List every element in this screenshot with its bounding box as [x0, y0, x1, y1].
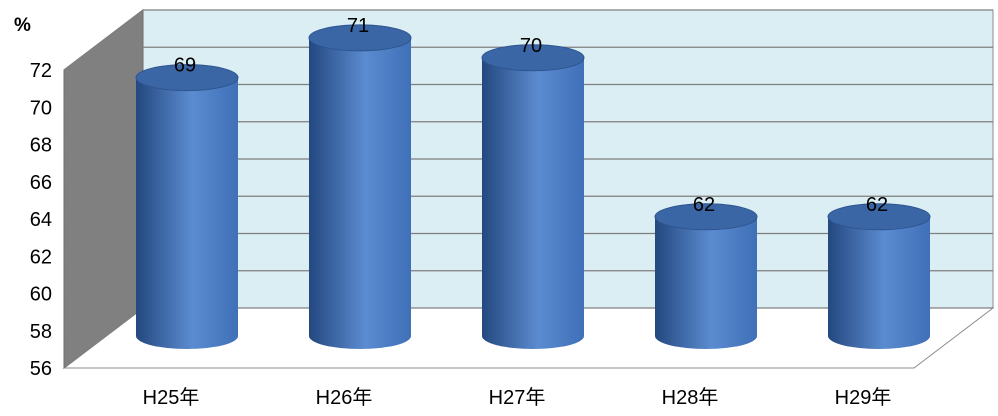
bar-top [654, 203, 758, 231]
bar [827, 203, 931, 349]
y-tick-label: 68 [30, 135, 52, 157]
gridline [63, 9, 993, 71]
bar-top [308, 24, 412, 52]
y-tick-label: 60 [30, 284, 52, 306]
data-label: 62 [693, 194, 715, 216]
x-tick-label: H29年 [835, 386, 892, 409]
y-tick-label: 72 [30, 60, 52, 82]
gridline [63, 46, 993, 108]
bar-top [827, 203, 931, 231]
y-tick-label: 64 [30, 209, 52, 231]
data-label: 62 [866, 194, 888, 216]
x-tick-label: H26年 [316, 386, 373, 409]
bar [481, 44, 585, 349]
bars [135, 24, 931, 349]
y-tick-label: 56 [30, 358, 52, 380]
bar-body [482, 57, 584, 349]
labels: 69 H25年 71 H26年 70 H27年 62 H28年 62 H29年 [143, 15, 892, 409]
data-label: 71 [347, 15, 369, 37]
y-tick-label: 70 [30, 97, 52, 119]
bar [654, 203, 758, 349]
bar-body [136, 77, 238, 349]
y-unit-label: % [14, 15, 31, 36]
x-tick-label: H28年 [662, 386, 719, 409]
y-tick-label: 62 [30, 246, 52, 268]
data-label: 69 [174, 55, 196, 77]
bar [308, 24, 412, 349]
y-tick-label: 58 [30, 321, 52, 343]
bar [135, 64, 239, 349]
bar-top [481, 44, 585, 72]
bar-body [828, 216, 930, 349]
bar-body [309, 37, 411, 349]
bar-body [655, 216, 757, 349]
x-tick-label: H25年 [143, 386, 200, 409]
bar-top [135, 64, 239, 92]
y-tick-label: 66 [30, 172, 52, 194]
data-label: 70 [520, 35, 542, 57]
x-tick-label: H27年 [489, 386, 546, 409]
y-axis: 56 58 60 62 64 66 68 70 72 [30, 60, 52, 380]
